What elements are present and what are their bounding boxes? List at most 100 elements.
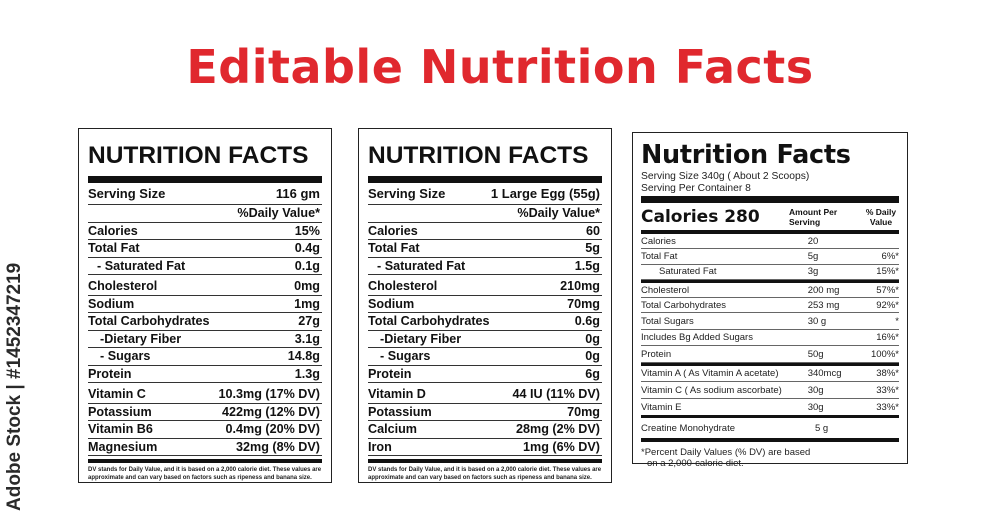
nutrient-name: Potassium [88, 404, 152, 419]
divider [368, 176, 602, 183]
nutrient-name: Total Sugars [641, 315, 694, 327]
nutrient-name: Sodium [368, 296, 415, 311]
stock-credit: Adobe Stock | #1452347219 [4, 262, 25, 511]
nutrient-name: Sodium [88, 296, 135, 311]
nutrient-name: -Dietary Fiber [380, 331, 462, 346]
nutrient-amount: 30g [807, 384, 824, 396]
serving-size: Serving Size 340g ( About 2 Scoops) [641, 171, 810, 182]
nutrient-value: 422mg (12% DV) [222, 404, 320, 419]
nutrient-name: Total Carbohydrates [641, 299, 727, 311]
nutrient-value: 28mg (2% DV) [516, 422, 600, 437]
nutrient-row: Vitamin E 30g 33%* [641, 399, 899, 416]
nutrient-name: Calories [368, 223, 418, 238]
nutrient-row: Total Fat 0.4g [88, 240, 322, 258]
nutrient-name: Vitamin E [641, 401, 682, 413]
nutrient-name: Calories [641, 235, 676, 247]
serving-size-row: Serving Size 1 Large Egg (55g) [368, 183, 602, 205]
nutrient-row: Calcium 28mg (2% DV) [368, 421, 602, 439]
nutrient-amount: 20 [807, 235, 819, 247]
nutrient-value: 0g [585, 331, 600, 346]
nutrient-row: Iron 1mg (6% DV) [368, 439, 602, 456]
dv-header-text: %Daily Value* [517, 206, 600, 221]
nutrient-name: Vitamin A ( As Vitamin A acetate) [641, 368, 779, 380]
divider [641, 279, 899, 283]
row-value: 116 gm [275, 186, 320, 201]
nutrient-row: -Dietary Fiber 3.1g [88, 331, 322, 348]
nutrient-name: Protein [368, 366, 412, 381]
nutrient-row: Magnesium 32mg (8% DV) [88, 439, 322, 456]
nutrient-row: Cholesterol 200 mg 57%* [641, 283, 899, 299]
nutrient-dv: 16%* [876, 332, 899, 344]
nutrient-value: 32mg (8% DV) [236, 439, 320, 454]
footnote: DV stands for Daily Value, and it is bas… [88, 459, 322, 482]
nutrient-value: 5g [585, 241, 600, 256]
nutrient-name: Total Fat [368, 241, 420, 256]
creatine-amount: 5 g [815, 422, 829, 434]
nutrient-row: Saturated Fat 3g 15%* [641, 265, 899, 280]
divider [641, 362, 899, 366]
nutrient-name: Protein [88, 366, 132, 381]
nutrient-dv: * [895, 315, 899, 327]
daily-value-header: % Daily Value [865, 206, 897, 227]
nutrient-name: Potassium [368, 404, 432, 419]
nutrient-name: - Saturated Fat [377, 258, 466, 273]
nutrient-row: Potassium 422mg (12% DV) [88, 404, 322, 421]
nutrition-label-egg: NUTRITION FACTS Serving Size 1 Large Egg… [358, 128, 612, 483]
row-name: Serving Size [368, 186, 446, 201]
nutrient-name: Includes Bg Added Sugars [641, 332, 753, 344]
nutrient-row: Total Fat 5g [368, 240, 602, 258]
nutrient-value: 6g [585, 366, 600, 381]
nutrient-value: 0.1g [294, 258, 320, 273]
nutrient-value: 14.8g [287, 349, 320, 364]
nutrient-row: - Saturated Fat 0.1g [88, 258, 322, 275]
nutrition-label-supplement: Nutrition Facts Serving Size 340g ( Abou… [632, 132, 908, 469]
creatine-name: Creatine Monohydrate [641, 422, 735, 434]
nutrient-value: 70mg [567, 404, 600, 419]
nutrient-name: Calories [88, 223, 138, 238]
serving-size-row: Serving Size 116 gm [88, 183, 322, 205]
label-title: NUTRITION FACTS [368, 142, 589, 169]
divider [641, 415, 899, 419]
nutrient-dv: 33%* [876, 384, 899, 396]
nutrient-row: - Sugars 0g [368, 348, 602, 366]
label-title: NUTRITION FACTS [88, 142, 309, 169]
label-title: Nutrition Facts [641, 140, 851, 170]
nutrient-name: Cholesterol [641, 284, 690, 296]
divider [88, 176, 322, 183]
nutrient-amount: 5g [807, 250, 819, 262]
nutrient-amount: 200 mg [807, 284, 840, 296]
nutrient-name: Magnesium [88, 439, 158, 454]
nutrient-name: Vitamin C [88, 387, 146, 402]
nutrient-name: Calcium [368, 422, 417, 437]
nutrient-name: Total Carbohydrates [88, 314, 210, 329]
nutrient-name: Iron [368, 439, 392, 454]
nutrient-row: Total Sugars 30 g * [641, 313, 899, 330]
creatine-row: Creatine Monohydrate 5 g [641, 418, 899, 443]
amount-per-serving-header: Amount Per Serving [789, 206, 838, 227]
nutrient-row: Protein 6g [368, 366, 602, 383]
nutrient-amount: 30g [807, 401, 824, 413]
nutrient-row: Potassium 70mg [368, 404, 602, 421]
servings-per-container: Serving Per Container 8 [641, 182, 751, 194]
page-title: Editable Nutrition Facts [186, 40, 814, 94]
nutrient-dv: 6%* [881, 250, 899, 262]
nutrient-value: 210mg [560, 279, 600, 294]
nutrient-amount: 50g [807, 348, 824, 360]
nutrient-name: -Dietary Fiber [100, 331, 182, 346]
nutrient-name: - Saturated Fat [97, 258, 186, 273]
nutrient-row: Includes Bg Added Sugars 16%* [641, 330, 899, 347]
nutrient-amount: 3g [807, 266, 819, 278]
divider [641, 196, 899, 203]
nutrient-row: Sodium 1mg [88, 296, 322, 313]
nutrient-name: Vitamin D [368, 387, 426, 402]
calories-header: Calories 280 Amount Per Serving % Daily … [641, 203, 899, 234]
nutrient-value: 0.6g [574, 314, 600, 329]
row-name: Serving Size [88, 186, 166, 201]
nutrient-name: Vitamin C ( As sodium ascorbate) [641, 384, 782, 396]
footnote-line: on a 2,000-calorie diet. [647, 458, 744, 470]
nutrient-value: 60 [585, 223, 600, 238]
nutrient-dv: 100%* [870, 348, 899, 360]
nutrient-row: Vitamin D 44 IU (11% DV) [368, 386, 602, 404]
nutrient-row: Calories 15% [88, 223, 322, 240]
nutrient-row: Vitamin C 10.3mg (17% DV) [88, 386, 322, 404]
